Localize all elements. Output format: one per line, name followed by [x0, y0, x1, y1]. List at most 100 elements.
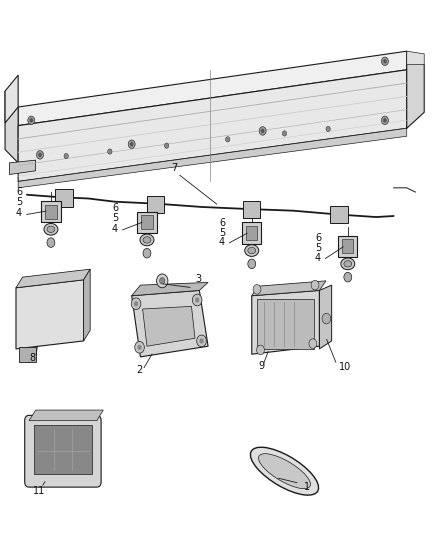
Text: 9: 9: [258, 360, 265, 370]
FancyBboxPatch shape: [55, 189, 73, 207]
Circle shape: [143, 248, 151, 258]
Polygon shape: [18, 70, 407, 181]
Text: 4: 4: [219, 237, 225, 247]
Circle shape: [47, 238, 55, 247]
Circle shape: [322, 313, 331, 324]
Ellipse shape: [251, 447, 318, 495]
Circle shape: [64, 154, 68, 159]
Polygon shape: [84, 269, 90, 341]
Polygon shape: [407, 51, 424, 64]
Text: 4: 4: [16, 208, 22, 218]
Ellipse shape: [344, 261, 352, 267]
Text: 2: 2: [136, 365, 142, 375]
Circle shape: [128, 140, 135, 149]
Polygon shape: [29, 410, 103, 421]
FancyBboxPatch shape: [243, 201, 261, 219]
Circle shape: [131, 298, 141, 310]
Ellipse shape: [248, 247, 256, 254]
Circle shape: [36, 151, 43, 159]
Polygon shape: [143, 306, 195, 346]
Text: 6: 6: [315, 233, 321, 243]
Circle shape: [164, 143, 169, 148]
Polygon shape: [407, 51, 424, 128]
Polygon shape: [132, 282, 208, 296]
Circle shape: [108, 149, 112, 154]
Text: 6: 6: [112, 203, 118, 213]
Text: 6: 6: [16, 187, 22, 197]
Circle shape: [138, 345, 142, 350]
Circle shape: [381, 116, 389, 125]
Ellipse shape: [245, 245, 259, 256]
Ellipse shape: [47, 226, 55, 232]
Ellipse shape: [143, 237, 151, 243]
Text: 10: 10: [339, 362, 351, 372]
FancyBboxPatch shape: [258, 299, 314, 349]
Polygon shape: [319, 285, 332, 349]
Polygon shape: [18, 51, 407, 126]
FancyBboxPatch shape: [147, 196, 164, 213]
Circle shape: [38, 153, 42, 157]
Polygon shape: [5, 75, 18, 123]
Circle shape: [134, 301, 138, 306]
FancyBboxPatch shape: [25, 415, 101, 487]
FancyBboxPatch shape: [330, 206, 348, 223]
Text: 4: 4: [112, 224, 118, 234]
FancyBboxPatch shape: [19, 347, 36, 362]
Circle shape: [195, 297, 199, 303]
FancyBboxPatch shape: [246, 226, 258, 240]
FancyBboxPatch shape: [34, 425, 92, 474]
FancyBboxPatch shape: [138, 212, 156, 233]
Text: 1: 1: [304, 482, 310, 492]
Circle shape: [309, 339, 317, 349]
Circle shape: [261, 129, 265, 133]
Circle shape: [381, 57, 389, 66]
Circle shape: [130, 142, 134, 147]
FancyBboxPatch shape: [342, 239, 353, 253]
FancyBboxPatch shape: [141, 215, 152, 229]
Circle shape: [259, 127, 266, 135]
Text: 4: 4: [315, 253, 321, 263]
Text: 5: 5: [219, 228, 225, 238]
Circle shape: [311, 280, 319, 290]
Polygon shape: [252, 290, 319, 354]
Circle shape: [283, 131, 287, 136]
Circle shape: [383, 59, 387, 63]
Circle shape: [135, 342, 145, 353]
Circle shape: [199, 338, 204, 344]
Circle shape: [257, 345, 265, 355]
FancyBboxPatch shape: [45, 205, 57, 219]
Polygon shape: [10, 160, 35, 174]
Polygon shape: [5, 91, 18, 163]
Text: 7: 7: [171, 163, 177, 173]
Circle shape: [192, 294, 202, 306]
Circle shape: [159, 278, 165, 284]
Polygon shape: [252, 281, 326, 296]
Polygon shape: [16, 280, 84, 349]
Polygon shape: [16, 269, 90, 288]
FancyBboxPatch shape: [41, 201, 60, 222]
Text: 8: 8: [29, 353, 35, 362]
Circle shape: [253, 285, 261, 294]
Polygon shape: [132, 290, 208, 357]
Circle shape: [156, 274, 168, 288]
Ellipse shape: [341, 258, 355, 270]
Circle shape: [29, 118, 33, 123]
Circle shape: [28, 116, 35, 125]
Circle shape: [344, 272, 352, 282]
Text: 5: 5: [112, 213, 118, 223]
Circle shape: [326, 126, 330, 132]
Text: 6: 6: [219, 218, 225, 228]
FancyBboxPatch shape: [338, 236, 357, 257]
Circle shape: [197, 335, 206, 347]
FancyBboxPatch shape: [242, 222, 261, 244]
Text: 11: 11: [33, 486, 46, 496]
Circle shape: [383, 118, 387, 123]
Circle shape: [226, 136, 230, 142]
Ellipse shape: [258, 454, 311, 489]
Circle shape: [248, 259, 256, 269]
Ellipse shape: [140, 234, 154, 246]
Polygon shape: [18, 128, 407, 188]
Text: 5: 5: [16, 197, 22, 207]
Text: 3: 3: [195, 274, 201, 285]
Text: 5: 5: [315, 243, 321, 253]
